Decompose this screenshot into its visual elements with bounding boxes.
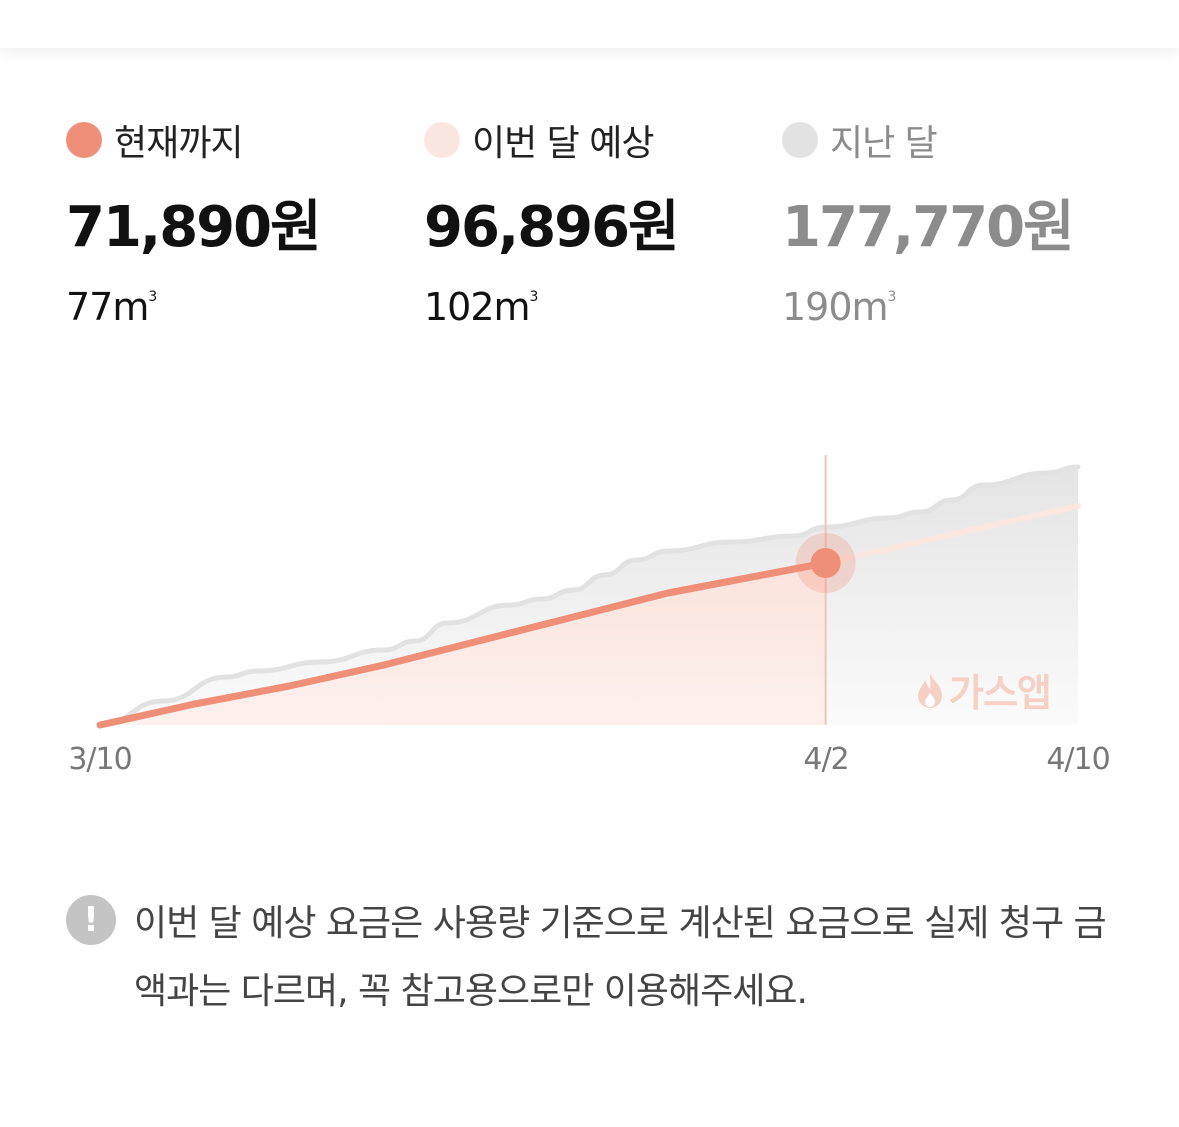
current-legend-dot: [66, 122, 102, 158]
last-month-volume: 190m3: [782, 285, 896, 329]
flame-icon: [918, 672, 942, 708]
stat-forecast: 이번 달 예상 96,896원 102m3: [424, 110, 754, 329]
last-month-amount: 177,770원: [782, 195, 1075, 260]
x-tick-current: 4/2: [803, 742, 849, 777]
last-month-label: 지난 달: [830, 123, 938, 164]
notice-text: 이번 달 예상 요금은 사용량 기준으로 계산된 요금으로 실제 청구 금액과는…: [134, 903, 1107, 1012]
forecast-label: 이번 달 예상: [472, 123, 654, 164]
stat-last-month: 지난 달 177,770원 190m3: [782, 110, 1112, 329]
usage-chart: 가스앱 3/10 4/2 4/10: [0, 440, 1179, 800]
current-area: [100, 563, 826, 725]
usage-summary: 현재까지 71,890원 77m3 이번 달 예상 96,896원 102m3 …: [0, 110, 1179, 340]
forecast-legend-dot: [424, 122, 460, 158]
stat-current: 현재까지 71,890원 77m3: [66, 110, 396, 329]
gasapp-watermark: 가스앱: [915, 662, 1052, 717]
last-month-line: [97, 464, 1081, 728]
current-volume: 77m3: [66, 285, 157, 329]
x-tick-end: 4/10: [1046, 742, 1110, 777]
header-divider: [0, 0, 1179, 48]
forecast-line: [822, 503, 1081, 566]
last-month-legend-dot: [782, 122, 818, 158]
usage-chart-svg: [96, 455, 1081, 729]
forecast-volume: 102m3: [424, 285, 538, 329]
current-marker-dot: [810, 548, 841, 578]
current-label: 현재까지: [114, 123, 243, 164]
x-tick-start: 3/10: [68, 742, 132, 777]
current-line: [96, 559, 830, 729]
watermark-text: 가스앱: [949, 671, 1052, 715]
current-amount: 71,890원: [66, 195, 322, 260]
forecast-amount: 96,896원: [424, 195, 680, 260]
info-exclamation-icon: !: [66, 895, 116, 945]
